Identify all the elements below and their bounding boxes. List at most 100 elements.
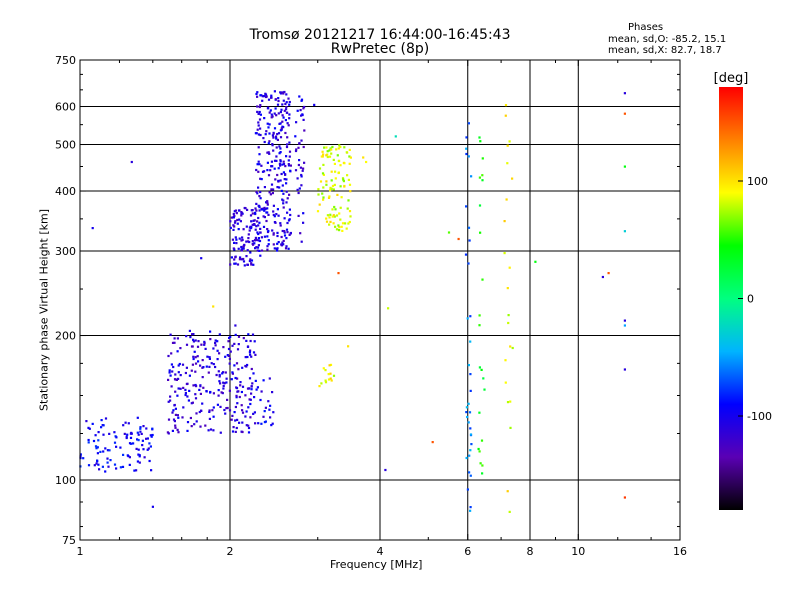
data-point bbox=[234, 209, 237, 212]
data-point bbox=[457, 237, 460, 241]
data-point bbox=[326, 214, 329, 217]
data-point bbox=[337, 272, 340, 275]
data-point bbox=[273, 247, 276, 250]
data-point bbox=[244, 207, 247, 210]
data-point bbox=[267, 142, 270, 145]
data-point bbox=[235, 396, 238, 399]
data-point bbox=[173, 341, 176, 344]
data-point bbox=[319, 180, 323, 183]
data-point bbox=[214, 344, 217, 347]
data-point bbox=[303, 161, 306, 164]
data-point bbox=[250, 263, 253, 266]
data-point bbox=[232, 212, 235, 216]
data-point bbox=[104, 447, 107, 450]
data-point bbox=[173, 404, 176, 407]
data-point bbox=[339, 218, 342, 221]
data-point bbox=[257, 237, 260, 240]
data-point bbox=[199, 392, 202, 395]
data-point bbox=[171, 429, 174, 432]
data-point bbox=[469, 506, 472, 509]
data-point bbox=[221, 372, 224, 375]
data-point bbox=[217, 394, 220, 397]
data-point bbox=[218, 373, 221, 377]
data-point bbox=[256, 231, 259, 234]
data-point bbox=[260, 236, 263, 239]
data-point bbox=[276, 234, 279, 238]
data-point bbox=[336, 193, 339, 196]
data-point bbox=[479, 140, 482, 143]
data-point bbox=[125, 436, 128, 440]
data-point bbox=[231, 371, 234, 374]
data-point bbox=[285, 111, 288, 114]
data-point bbox=[347, 222, 350, 225]
data-point bbox=[334, 177, 337, 180]
data-point bbox=[146, 437, 149, 440]
data-point bbox=[234, 405, 237, 409]
data-point bbox=[227, 340, 230, 343]
data-point bbox=[326, 150, 329, 153]
data-point bbox=[195, 412, 198, 415]
data-point bbox=[266, 235, 269, 238]
data-point bbox=[266, 245, 269, 248]
data-point bbox=[296, 188, 299, 191]
data-point bbox=[466, 317, 469, 320]
data-point bbox=[328, 149, 331, 152]
data-point bbox=[258, 209, 261, 212]
data-point bbox=[322, 367, 325, 370]
data-point bbox=[194, 339, 197, 342]
data-point bbox=[467, 262, 470, 265]
data-point bbox=[273, 112, 276, 115]
data-point bbox=[264, 406, 267, 409]
data-point bbox=[236, 390, 239, 393]
data-point bbox=[301, 169, 304, 172]
data-point bbox=[289, 169, 292, 172]
x-tick-label: 1 bbox=[77, 545, 84, 558]
data-point bbox=[477, 447, 480, 451]
stats-title: Phases bbox=[628, 22, 664, 33]
data-point bbox=[235, 387, 239, 390]
data-point bbox=[98, 468, 101, 471]
data-point bbox=[298, 159, 301, 162]
data-point bbox=[100, 419, 103, 422]
data-point bbox=[212, 305, 215, 308]
data-point bbox=[170, 385, 173, 388]
data-point bbox=[332, 374, 336, 377]
data-point bbox=[211, 409, 214, 412]
data-point bbox=[288, 100, 291, 104]
data-point bbox=[229, 335, 232, 338]
data-point bbox=[266, 203, 269, 206]
data-point bbox=[507, 314, 510, 317]
data-point bbox=[87, 441, 90, 444]
data-point bbox=[271, 229, 274, 232]
data-point bbox=[335, 214, 339, 217]
data-point bbox=[272, 243, 275, 246]
data-point bbox=[469, 474, 472, 477]
data-point bbox=[106, 449, 109, 452]
data-point bbox=[138, 461, 141, 464]
data-point bbox=[129, 436, 133, 439]
data-point bbox=[177, 387, 180, 390]
data-point bbox=[265, 130, 268, 133]
data-point bbox=[241, 366, 244, 369]
data-point bbox=[250, 388, 253, 391]
data-point bbox=[268, 111, 271, 114]
data-point bbox=[268, 140, 271, 143]
data-point bbox=[273, 90, 276, 93]
data-point bbox=[267, 239, 270, 242]
data-point bbox=[288, 233, 291, 236]
data-point bbox=[108, 449, 111, 452]
data-point bbox=[287, 219, 291, 222]
data-point bbox=[256, 246, 260, 249]
data-point bbox=[232, 224, 235, 227]
data-point bbox=[265, 211, 268, 214]
data-point bbox=[276, 249, 279, 252]
data-point bbox=[139, 426, 142, 429]
data-point bbox=[275, 247, 278, 250]
data-point bbox=[297, 191, 300, 195]
data-point bbox=[136, 416, 139, 419]
data-point bbox=[141, 444, 144, 447]
data-point bbox=[481, 278, 484, 281]
data-point bbox=[189, 336, 192, 339]
data-point bbox=[255, 202, 258, 205]
